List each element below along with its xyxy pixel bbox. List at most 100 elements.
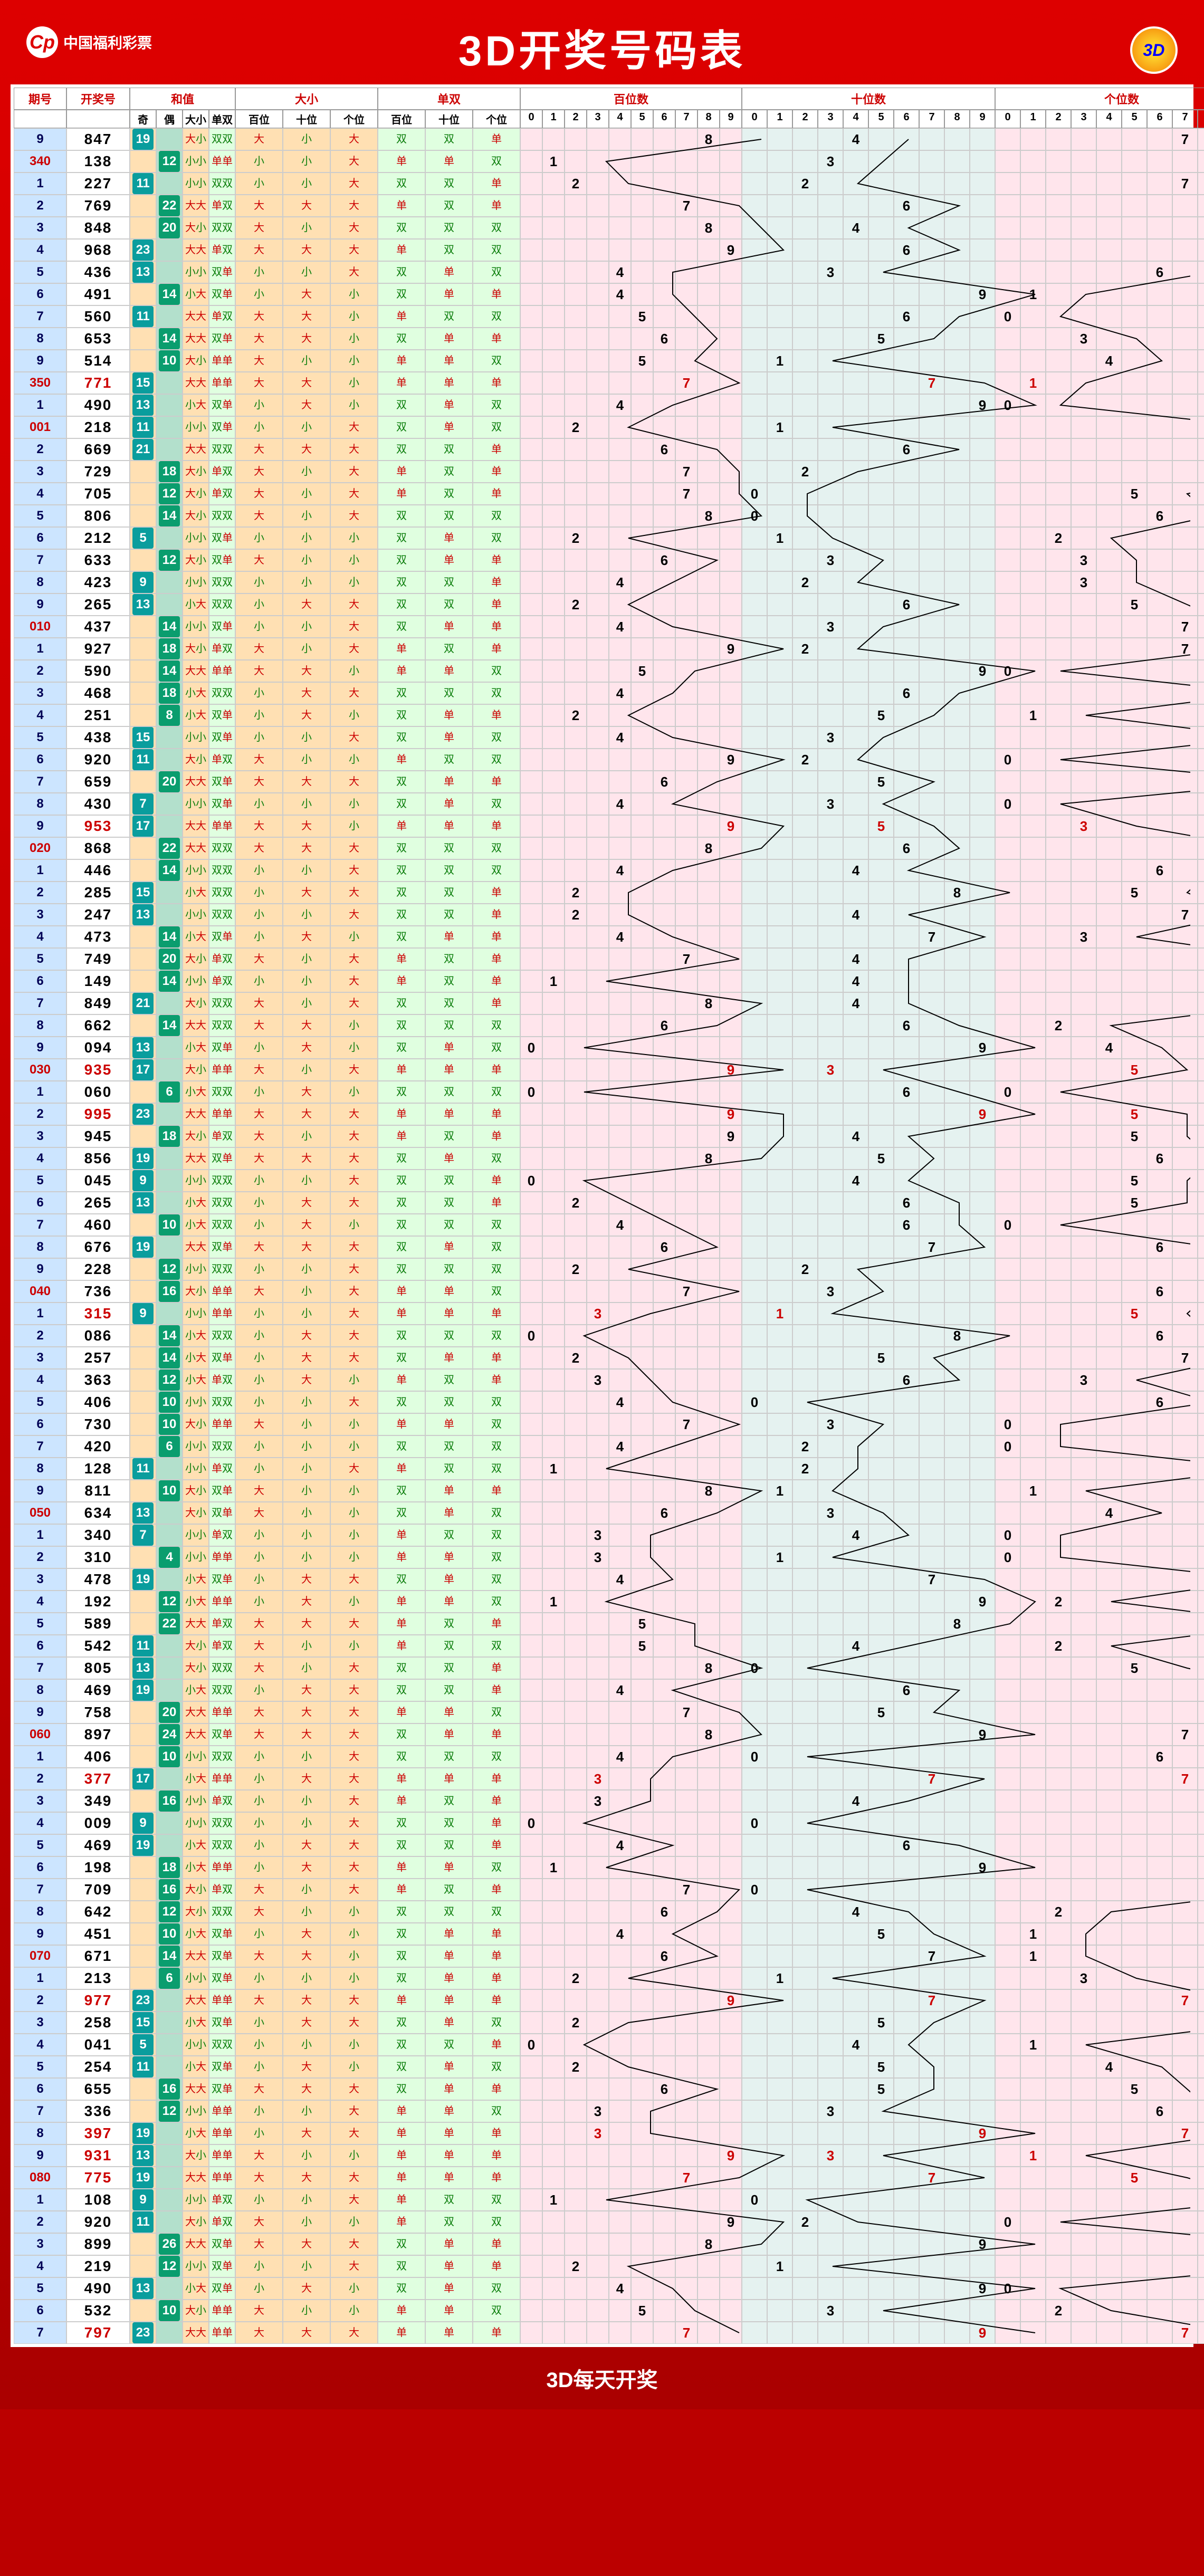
sum-odd-cell [130, 660, 156, 682]
draw-cell: 995 [66, 1103, 130, 1125]
parity-d2: 单 [473, 638, 520, 660]
period-cell: 2 [14, 195, 66, 217]
trail-bai-0: 0 [520, 1170, 542, 1192]
trail-shi-9 [970, 1901, 995, 1923]
trail-shi-4 [843, 1413, 868, 1435]
period-cell: 030 [14, 1059, 66, 1081]
sum-even-cell [156, 173, 183, 195]
trail-bai-0 [520, 1502, 542, 1524]
trail-shi-2: 2 [792, 638, 818, 660]
sum-odd-cell: 13 [130, 2277, 156, 2300]
trail-ge-7 [1172, 1147, 1198, 1170]
trail-ge-6 [1147, 549, 1172, 571]
sum-odd-cell [130, 1723, 156, 1746]
size-summary: 小小大 [183, 1812, 209, 1834]
trail-bai-8 [697, 1435, 720, 1458]
trail-bai-0 [520, 2144, 542, 2167]
size-summary: 大小小 [183, 2300, 209, 2322]
trail-ge-8 [1198, 1591, 1204, 1613]
trail-shi-3 [818, 926, 843, 948]
trail-shi-6 [894, 970, 919, 992]
trail-shi-3 [818, 882, 843, 904]
trail-shi-1 [767, 2322, 792, 2344]
trail-bai-7: 7 [675, 1413, 697, 1435]
sub-digit-2-6: 6 [1147, 110, 1172, 128]
trail-ge-1 [1020, 2167, 1046, 2189]
trail-shi-9: 9 [970, 2122, 995, 2144]
parity-d1: 单 [425, 1347, 473, 1369]
trail-shi-6: 6 [894, 1679, 919, 1701]
sum-even-cell [156, 815, 183, 837]
trail-bai-6: 6 [653, 1014, 675, 1037]
trail-ge-3 [1071, 1347, 1096, 1369]
parity-d1: 双 [425, 1435, 473, 1458]
trail-bai-8 [697, 1214, 720, 1236]
trail-shi-0 [742, 2034, 767, 2056]
trail-bai-7 [675, 1147, 697, 1170]
parity-d2: 单 [473, 2167, 520, 2189]
trail-shi-0: 0 [742, 1879, 767, 1901]
trail-shi-2 [792, 992, 818, 1014]
trail-shi-9 [970, 1014, 995, 1037]
trail-shi-3 [818, 1701, 843, 1723]
size-d0: 大 [235, 372, 283, 394]
table-row: 780513大小大双双单大小大双双单805 [14, 1657, 1190, 1679]
table-row: 84239小小小双双单小小小双双单423 [14, 571, 1190, 593]
trail-shi-4 [843, 2100, 868, 2122]
parity-d1: 单 [425, 1303, 473, 1325]
trail-ge-4 [1096, 926, 1122, 948]
size-summary: 大小小 [183, 2211, 209, 2233]
trail-shi-9 [970, 2144, 995, 2167]
size-d0: 小 [235, 859, 283, 882]
trail-shi-6 [894, 749, 919, 771]
trail-bai-0 [520, 394, 542, 416]
trail-shi-6 [894, 1147, 919, 1170]
trail-shi-7 [919, 793, 944, 815]
trail-shi-0 [742, 1103, 767, 1125]
trail-shi-6 [894, 2189, 919, 2211]
trail-shi-9 [970, 837, 995, 859]
trail-shi-8 [944, 328, 970, 350]
trail-ge-0 [995, 1989, 1020, 2012]
trail-ge-5 [1122, 1967, 1147, 1989]
trail-shi-3 [818, 1391, 843, 1413]
trail-bai-6 [653, 1037, 675, 1059]
trail-bai-6 [653, 283, 675, 305]
sum-odd-cell: 11 [130, 173, 156, 195]
trail-ge-5 [1122, 217, 1147, 239]
size-d0: 小 [235, 261, 283, 283]
trail-ge-2 [1046, 305, 1071, 328]
trail-bai-2 [565, 1103, 587, 1125]
parity-d2: 单 [473, 1923, 520, 1945]
trail-ge-2 [1046, 992, 1071, 1014]
trail-shi-4 [843, 660, 868, 682]
parity-summary: 双单单 [209, 771, 235, 793]
trail-shi-7 [919, 2322, 944, 2344]
trail-bai-0 [520, 2277, 542, 2300]
parity-d1: 双 [425, 305, 473, 328]
trail-ge-8: 8 [1198, 1458, 1204, 1480]
size-d0: 大 [235, 2211, 283, 2233]
size-summary: 大大大 [183, 837, 209, 859]
trail-shi-4 [843, 483, 868, 505]
trail-bai-7 [675, 1236, 697, 1258]
trail-bai-3 [587, 305, 609, 328]
table-row: 35077115大大小单单单大大小单单单771 [14, 372, 1190, 394]
parity-d0: 单 [378, 1413, 425, 1435]
trail-bai-1 [542, 1923, 565, 1945]
parity-summary: 单双单 [209, 195, 235, 217]
trail-bai-3 [587, 1923, 609, 1945]
trail-shi-9 [970, 749, 995, 771]
trail-shi-3 [818, 527, 843, 549]
trail-ge-6 [1147, 660, 1172, 682]
trail-bai-6 [653, 2034, 675, 2056]
trail-shi-7 [919, 1147, 944, 1170]
size-d2: 小 [330, 328, 378, 350]
period-cell: 7 [14, 992, 66, 1014]
size-d2: 大 [330, 1280, 378, 1303]
trail-bai-0 [520, 837, 542, 859]
trail-ge-6: 6 [1147, 1280, 1172, 1303]
trail-ge-3 [1071, 1812, 1096, 1834]
draw-cell: 451 [66, 1923, 130, 1945]
trail-shi-6 [894, 283, 919, 305]
